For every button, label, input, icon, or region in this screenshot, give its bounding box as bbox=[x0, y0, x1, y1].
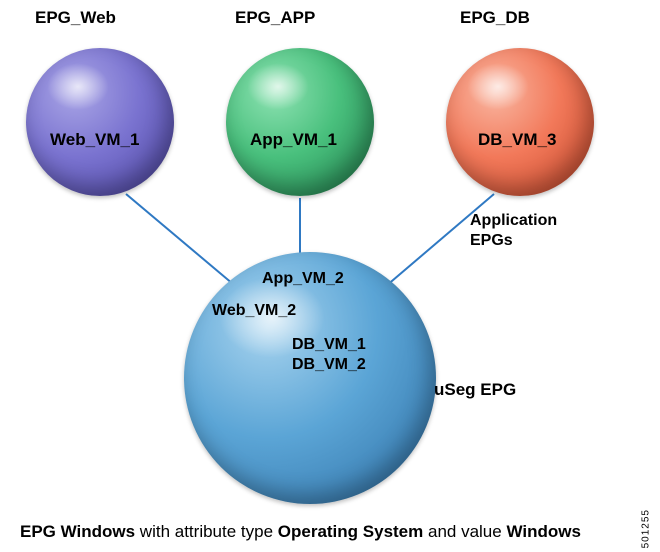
annotation-epgs: EPGs bbox=[470, 232, 513, 250]
image-id-code: 501255 bbox=[640, 509, 651, 548]
sphere-epg-web bbox=[26, 48, 174, 196]
label-useg-epg: uSeg EPG bbox=[434, 380, 516, 400]
annotation-application: Application bbox=[470, 212, 557, 230]
figure-caption: EPG Windows with attribute type Operatin… bbox=[20, 522, 581, 542]
sphere-epg-db bbox=[446, 48, 594, 196]
label-app-vm-1: App_VM_1 bbox=[250, 130, 337, 150]
caption-text-1: with attribute type bbox=[135, 522, 278, 541]
caption-bold-2: Operating System bbox=[278, 522, 424, 541]
caption-bold-3: Windows bbox=[506, 522, 580, 541]
label-web-vm-1: Web_VM_1 bbox=[50, 130, 139, 150]
title-epg-app: EPG_APP bbox=[235, 8, 315, 28]
sphere-useg-epg bbox=[184, 252, 436, 504]
label-app-vm-2: App_VM_2 bbox=[262, 270, 344, 288]
title-epg-db: EPG_DB bbox=[460, 8, 530, 28]
sphere-epg-app bbox=[226, 48, 374, 196]
label-web-vm-2: Web_VM_2 bbox=[212, 302, 296, 320]
caption-text-2: and value bbox=[423, 522, 506, 541]
label-db-vm-1: DB_VM_1 bbox=[292, 336, 366, 354]
diagram-stage: EPG_Web Web_VM_1 EPG_APP App_VM_1 EPG_DB… bbox=[0, 0, 660, 552]
title-epg-web: EPG_Web bbox=[35, 8, 116, 28]
label-db-vm-3: DB_VM_3 bbox=[478, 130, 556, 150]
caption-bold-1: EPG Windows bbox=[20, 522, 135, 541]
label-db-vm-2: DB_VM_2 bbox=[292, 356, 366, 374]
